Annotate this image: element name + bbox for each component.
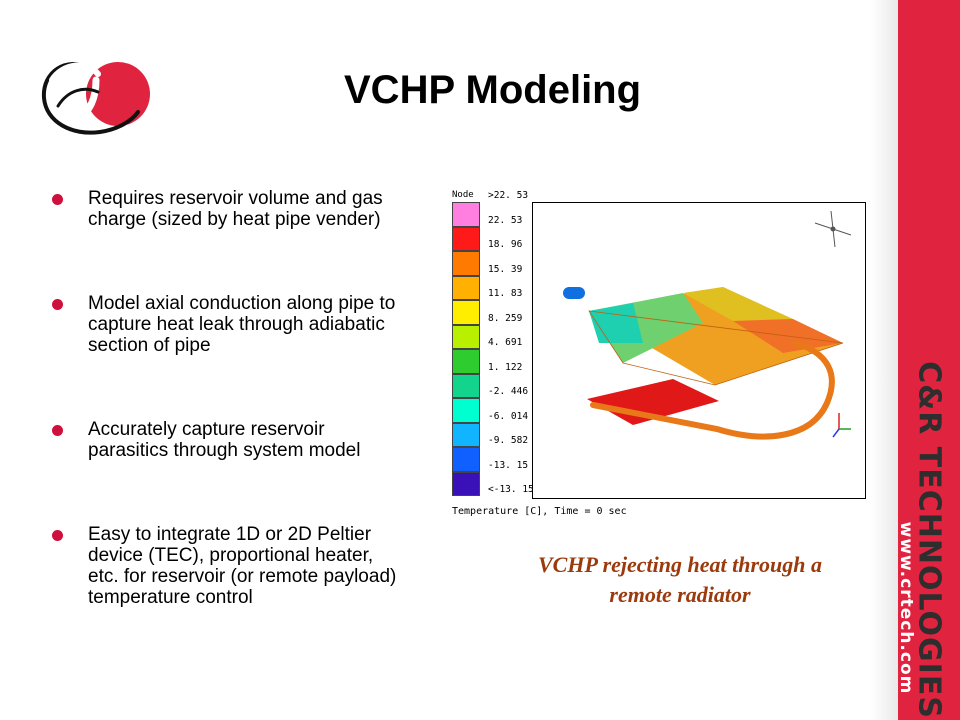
bullet-item: Accurately capture reservoir parasitics … [52, 419, 404, 524]
brand-bar-shadow [870, 0, 898, 720]
legend-tick-label: <-13. 15 [488, 484, 534, 495]
legend-swatch [452, 300, 480, 325]
legend-swatch [452, 324, 480, 349]
legend-swatch [452, 422, 480, 447]
thermal-model-render [563, 210, 852, 440]
bullet-text: Easy to integrate 1D or 2D Peltier devic… [88, 524, 397, 608]
heat-pipe [590, 340, 835, 440]
model-viewport [532, 202, 866, 499]
legend-tick-label: 22. 53 [488, 214, 523, 226]
legend-tick-label: 15. 39 [488, 263, 523, 275]
legend-tick-label: 1. 122 [488, 361, 523, 373]
brand-bar [898, 0, 960, 720]
legend-tick-label: 18. 96 [488, 239, 523, 250]
bullet-dot-icon [52, 425, 63, 436]
legend-tick-label: 11. 83 [488, 288, 523, 299]
legend-swatch [452, 202, 480, 227]
image-caption: VCHP rejecting heat through a remote rad… [537, 552, 822, 607]
legend-swatch [452, 398, 480, 423]
legend-tick-label: -13. 15 [488, 459, 529, 471]
slide-title: VCHP Modeling [344, 68, 642, 112]
bullet-dot-icon [52, 299, 63, 310]
legend-tick-label: >22. 53 [488, 190, 529, 201]
bullet-dot-icon [52, 530, 63, 541]
evaporator-plate [587, 379, 719, 425]
legend-swatch [452, 226, 480, 251]
bullet-text: Accurately capture reservoir parasitics … [88, 419, 361, 461]
reservoir [563, 287, 585, 299]
bullet-list: Requires reservoir volume and gas charge… [52, 188, 404, 608]
bullet-item: Model axial conduction along pipe to cap… [52, 293, 404, 419]
legend-tick-label: 8. 259 [488, 312, 523, 324]
brand-url: www.crtech.com [896, 521, 916, 695]
legend-tick-label: -2. 446 [488, 386, 529, 397]
bullet-text: Requires reservoir volume and gas charge… [88, 188, 383, 230]
axis-triad-icon [832, 413, 851, 438]
legend-swatch [452, 447, 480, 472]
legend-swatch [452, 275, 480, 300]
legend-swatch [452, 251, 480, 276]
legend-swatch [452, 373, 480, 398]
legend-tick-label: -9. 582 [488, 435, 529, 446]
legend-swatch [452, 471, 480, 496]
simulation-figure: Node >22. 53 22. 53 18. 96 15. 39 11. 83… [446, 184, 874, 526]
crosshair-icon [814, 210, 852, 248]
brand-name: C&R TECHNOLOGIES [911, 361, 947, 719]
company-logo [41, 62, 150, 135]
legend-tick-label: -6. 014 [488, 410, 529, 422]
bullet-text: Model axial conduction along pipe to cap… [88, 293, 396, 356]
bullet-dot-icon [52, 194, 63, 205]
legend-title: Node [452, 190, 474, 200]
bullet-item: Requires reservoir volume and gas charge… [52, 188, 404, 293]
legend-swatch [452, 349, 480, 374]
bullet-item: Easy to integrate 1D or 2D Peltier devic… [52, 524, 404, 608]
legend-tick-label: 4. 691 [488, 337, 523, 348]
figure-caption: Temperature [C], Time = 0 sec [452, 506, 627, 517]
color-legend [452, 202, 480, 496]
